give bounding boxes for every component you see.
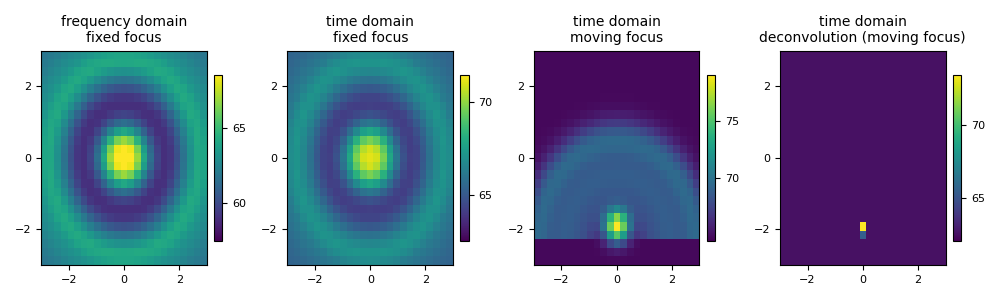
Title: time domain
deconvolution (moving focus): time domain deconvolution (moving focus) xyxy=(759,15,966,45)
Title: time domain
moving focus: time domain moving focus xyxy=(570,15,663,45)
Title: time domain
fixed focus: time domain fixed focus xyxy=(326,15,414,45)
Title: frequency domain
fixed focus: frequency domain fixed focus xyxy=(61,15,187,45)
